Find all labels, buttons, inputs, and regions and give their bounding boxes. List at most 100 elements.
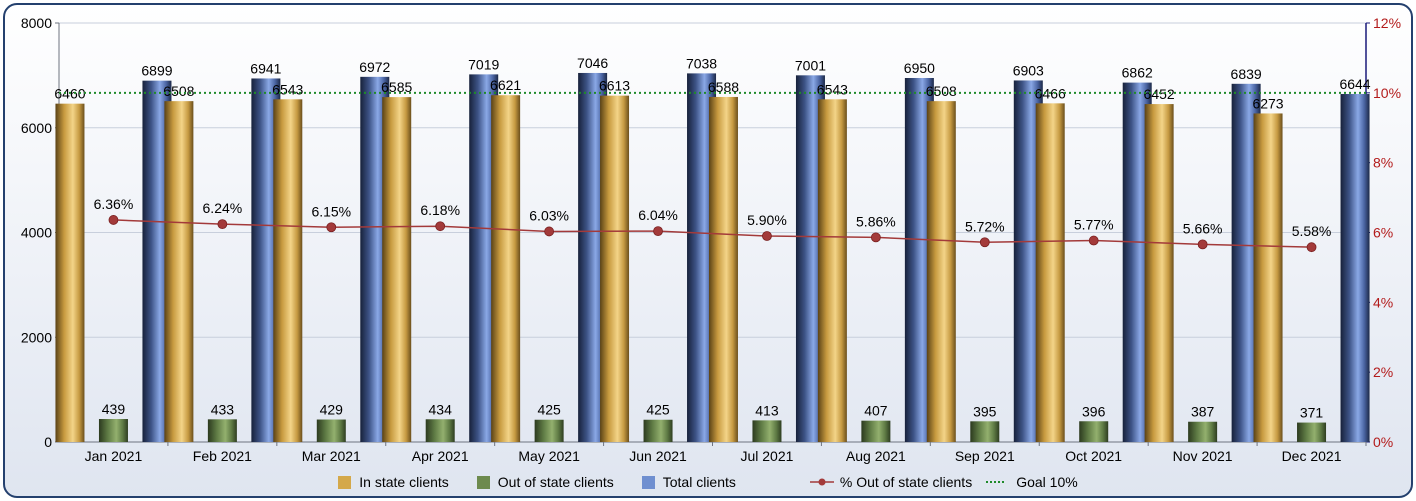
bar — [1253, 113, 1283, 442]
pct-data-label: 6.15% — [311, 203, 351, 219]
legend-swatch-total — [641, 475, 655, 489]
bar-data-label: 6899 — [141, 63, 172, 79]
pct-point — [435, 221, 446, 232]
y-left-tick-label: 2000 — [21, 329, 52, 345]
pct-point — [1306, 242, 1317, 253]
bar-data-label: 6839 — [1231, 66, 1262, 82]
bar — [491, 95, 521, 442]
bar — [425, 419, 455, 442]
x-tick-label: Mar 2021 — [302, 448, 361, 464]
bar-data-label: 6508 — [926, 83, 957, 99]
x-tick-label: Aug 2021 — [846, 448, 906, 464]
bar-data-label: 6950 — [904, 60, 935, 76]
pct-point — [1197, 239, 1208, 250]
y-right-tick-label: 0% — [1373, 434, 1393, 450]
pct-data-label: 5.66% — [1183, 220, 1223, 236]
bar-data-label: 413 — [755, 402, 779, 418]
legend-item-total: Total clients — [641, 474, 736, 490]
bar-data-label: 6452 — [1144, 86, 1175, 102]
legend-key-goal — [986, 481, 1005, 483]
bar-data-label: 439 — [102, 401, 126, 417]
bar-data-label: 396 — [1082, 403, 1106, 419]
pct-series-line — [113, 219, 1312, 248]
bar-data-label: 7038 — [686, 55, 717, 71]
bar-data-label: 395 — [973, 403, 997, 419]
bar-data-label: 7046 — [577, 55, 608, 71]
pct-data-label: 5.58% — [1292, 223, 1332, 239]
bar — [534, 419, 564, 442]
legend: In state clients Out of state clients To… — [0, 470, 1416, 494]
bar-data-label: 6273 — [1252, 95, 1283, 111]
bar-data-label: 6941 — [250, 60, 281, 76]
legend-label-out-of-state: Out of state clients — [497, 474, 614, 490]
y-right-tick-label: 8% — [1373, 155, 1393, 171]
bar — [600, 95, 630, 442]
bar-data-label: 387 — [1191, 404, 1215, 420]
bar-data-label: 6644 — [1339, 76, 1370, 92]
y-right-tick-label: 2% — [1373, 364, 1393, 380]
x-tick-label: Sep 2021 — [955, 448, 1015, 464]
pct-point — [979, 237, 990, 248]
bar — [708, 96, 738, 443]
bar-data-label: 434 — [429, 401, 453, 417]
pct-data-label: 6.18% — [420, 202, 460, 218]
bar — [55, 103, 85, 442]
pct-point — [762, 231, 772, 241]
y-left-tick-label: 6000 — [21, 120, 52, 136]
bar-data-label: 6508 — [163, 83, 194, 99]
pct-point — [544, 226, 555, 237]
bar-data-label: 6543 — [272, 81, 303, 97]
bar-data-label: 7001 — [795, 57, 826, 73]
pct-data-label: 6.03% — [529, 207, 569, 223]
x-tick-label: Feb 2021 — [193, 448, 252, 464]
bar — [861, 420, 891, 442]
bar — [1188, 421, 1218, 442]
y-left-tick-label: 8000 — [21, 15, 52, 31]
bar-data-label: 6621 — [490, 77, 521, 93]
legend-item-in-state: In state clients — [338, 474, 449, 490]
bar — [1297, 422, 1327, 442]
bar — [1340, 94, 1370, 442]
bar — [970, 421, 1000, 442]
bar — [643, 419, 673, 442]
legend-key-pct — [809, 478, 834, 486]
pct-data-label: 5.86% — [856, 213, 896, 229]
bar-data-label: 6903 — [1013, 62, 1044, 78]
x-tick-label: Jul 2021 — [740, 448, 793, 464]
bar — [273, 99, 303, 443]
bar-data-label: 407 — [864, 403, 888, 419]
pct-point — [217, 219, 228, 230]
x-tick-label: Jun 2021 — [629, 448, 687, 464]
legend-label-in-state: In state clients — [359, 474, 449, 490]
bar — [207, 419, 237, 442]
pct-data-label: 5.77% — [1074, 217, 1114, 233]
pct-data-label: 6.04% — [638, 207, 678, 223]
bar-data-label: 371 — [1300, 405, 1324, 421]
bar-data-label: 6972 — [359, 59, 390, 75]
pct-point — [870, 232, 881, 243]
bar — [926, 101, 956, 443]
pct-data-label: 6.24% — [203, 200, 243, 216]
y-right-tick-label: 10% — [1373, 85, 1401, 101]
legend-item-pct: % Out of state clients — [809, 474, 972, 490]
bar — [752, 420, 782, 442]
bar — [98, 419, 128, 442]
pct-data-label: 5.72% — [965, 218, 1005, 234]
bar — [817, 99, 847, 443]
pct-point — [653, 226, 663, 237]
legend-swatch-in-state — [338, 475, 352, 489]
bar-data-label: 6585 — [381, 79, 412, 95]
bar-data-label: 6862 — [1122, 65, 1153, 81]
pct-point — [108, 215, 119, 225]
x-tick-label: Dec 2021 — [1282, 448, 1342, 464]
x-tick-label: Jan 2021 — [85, 448, 143, 464]
pct-point — [326, 222, 337, 233]
y-left-tick-label: 4000 — [21, 225, 52, 241]
bar — [1079, 421, 1109, 442]
y-right-tick-label: 12% — [1373, 15, 1401, 31]
bar-data-label: 6588 — [708, 79, 739, 95]
bar-data-label: 429 — [320, 402, 344, 418]
bar — [1144, 104, 1174, 442]
bar — [164, 101, 194, 443]
